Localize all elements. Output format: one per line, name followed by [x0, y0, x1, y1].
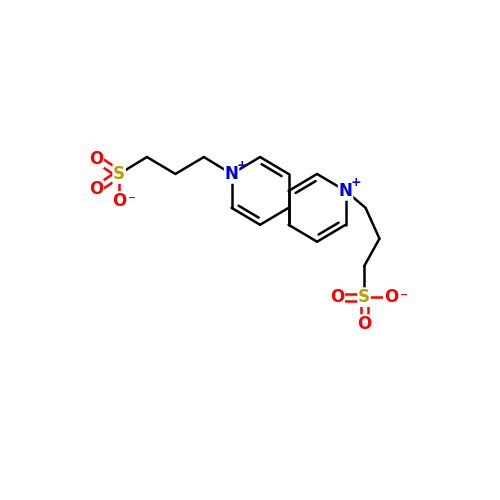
Text: +: + [237, 159, 248, 172]
Text: ⁻: ⁻ [128, 194, 136, 209]
Text: O: O [330, 288, 344, 306]
Text: O: O [357, 315, 371, 333]
Text: N: N [224, 165, 238, 183]
Text: ⁻: ⁻ [400, 290, 408, 306]
Text: O: O [112, 192, 126, 210]
Text: O: O [89, 150, 103, 168]
Text: S: S [358, 288, 370, 306]
Text: N: N [338, 182, 352, 200]
Text: S: S [113, 165, 125, 183]
Text: O: O [384, 288, 398, 306]
Text: +: + [351, 176, 362, 189]
Text: O: O [89, 180, 103, 198]
